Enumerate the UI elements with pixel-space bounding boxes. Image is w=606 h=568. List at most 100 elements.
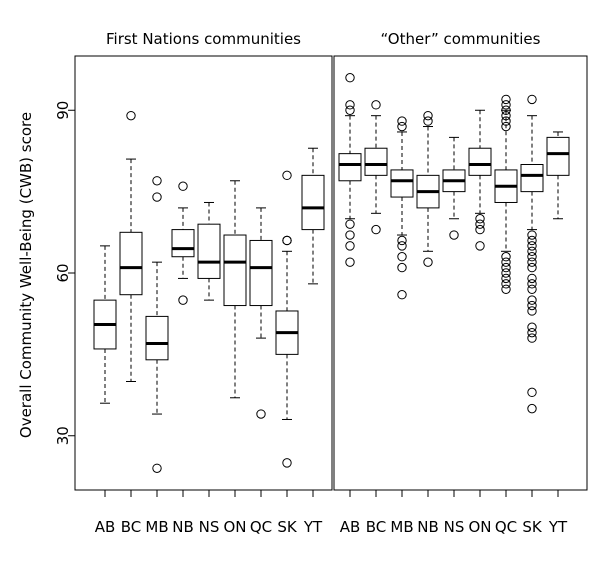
outlier-point [501, 252, 511, 262]
outlier-point [527, 273, 537, 284]
outlier-point [397, 262, 407, 273]
category-label: AB [340, 518, 361, 536]
outlier-point [282, 235, 292, 246]
outlier-point [178, 295, 188, 305]
category-label: NB [417, 518, 439, 536]
outlier-point [501, 257, 511, 267]
outlier-point [527, 322, 537, 332]
box-sk: SK [520, 94, 544, 536]
outlier-point [423, 257, 433, 267]
outlier-point [501, 110, 511, 121]
outlier-point [423, 110, 433, 121]
box-ab: AB [93, 245, 117, 536]
outlier-point [178, 181, 188, 191]
category-label: SK [277, 518, 298, 536]
y-tick-label: 30 [54, 426, 72, 445]
outlier-point [371, 224, 381, 235]
outlier-point [527, 300, 537, 311]
outlier-point [527, 387, 537, 398]
outlier-point [371, 100, 381, 110]
outlier-point [527, 279, 537, 289]
category-label: ON [223, 518, 246, 536]
outlier-point [423, 116, 433, 126]
panel-frame [333, 55, 588, 491]
outlier-point [282, 170, 292, 181]
outlier-point [345, 230, 355, 240]
iqr-box [171, 229, 195, 258]
outlier-point [501, 116, 511, 126]
category-label: SK [522, 518, 543, 536]
y-axis: 30 60 90 [54, 101, 75, 445]
category-label: MB [145, 518, 168, 536]
box-nb: NB [416, 110, 440, 536]
outlier-point [527, 295, 537, 305]
outlier-point [501, 279, 511, 289]
outlier-point [475, 219, 485, 229]
category-label: QC [250, 518, 272, 536]
outlier-point [345, 73, 355, 83]
iqr-box [145, 315, 169, 361]
iqr-box [520, 164, 544, 193]
outlier-point [527, 241, 537, 251]
box-sk: SK [275, 170, 299, 536]
category-label: ON [468, 518, 491, 536]
box-ns: NS [197, 201, 221, 536]
iqr-box [546, 136, 570, 176]
box-ab: AB [338, 73, 362, 536]
box-bc: BC [364, 100, 388, 536]
box-yt: YT [546, 131, 570, 536]
panel-title: First Nations communities [106, 30, 301, 48]
iqr-box [197, 223, 221, 279]
category-label: NS [444, 518, 465, 536]
iqr-box [223, 234, 247, 307]
box-mb: MB [390, 116, 414, 536]
outlier-point [527, 262, 537, 273]
outlier-point [527, 230, 537, 240]
outlier-point [501, 121, 511, 132]
outlier-point [475, 214, 485, 224]
outlier-point [527, 252, 537, 262]
category-label: NB [172, 518, 194, 536]
outlier-point [527, 403, 537, 414]
outlier-point [282, 458, 292, 468]
iqr-box [249, 239, 273, 307]
outlier-point [501, 105, 511, 115]
outlier-point [126, 110, 136, 121]
box-on: ON [223, 180, 247, 536]
outlier-point [527, 257, 537, 267]
outlier-point [345, 100, 355, 110]
outlier-point [527, 246, 537, 257]
outlier-point [527, 235, 537, 246]
outlier-point [501, 94, 511, 105]
outlier-point [345, 257, 355, 267]
outlier-point [256, 409, 266, 419]
box-bc: BC [119, 110, 143, 536]
outlier-point [397, 235, 407, 246]
category-label: QC [495, 518, 517, 536]
iqr-box [390, 169, 414, 198]
iqr-box [301, 174, 325, 231]
outlier-point [397, 290, 407, 300]
outlier-point [397, 121, 407, 132]
panel-title: “Other” communities [381, 30, 541, 48]
outlier-point [152, 463, 162, 473]
iqr-box [119, 231, 143, 296]
outlier-point [527, 94, 537, 105]
outlier-point [152, 192, 162, 202]
box-yt: YT [301, 147, 325, 536]
box-ns: NS [442, 136, 466, 536]
box-on: ON [468, 109, 492, 536]
outlier-point [501, 273, 511, 284]
category-label: MB [390, 518, 413, 536]
outlier-point [449, 230, 459, 240]
box-qc: QC [494, 94, 518, 536]
iqr-box [364, 147, 388, 176]
category-label: YT [303, 518, 323, 536]
category-label: YT [548, 518, 568, 536]
outlier-point [152, 176, 162, 186]
outlier-point [475, 224, 485, 235]
outlier-point [501, 262, 511, 273]
